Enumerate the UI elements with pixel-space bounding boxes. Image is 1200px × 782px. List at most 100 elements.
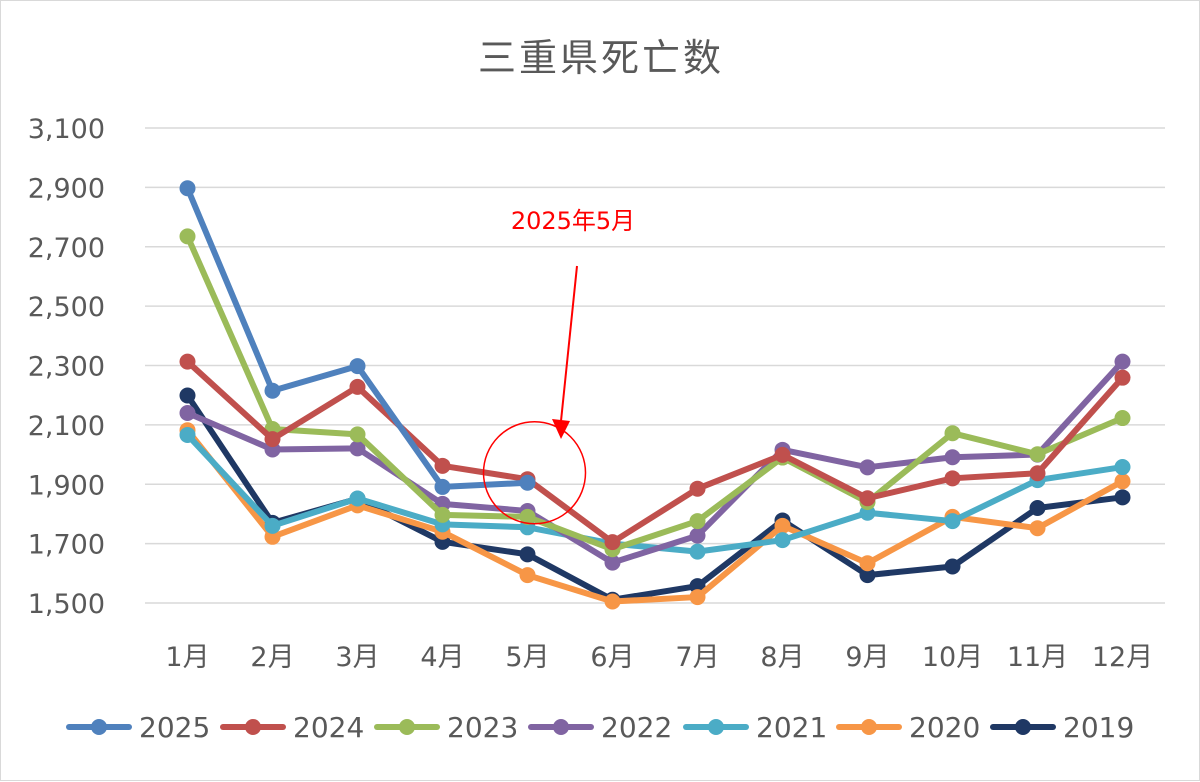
- data-point-2022: [349, 440, 366, 457]
- series-line-2024: [184, 358, 1126, 546]
- x-tick-label: 4月: [420, 642, 464, 673]
- series-line-2022: [184, 358, 1126, 566]
- x-tick-label: 12月: [1092, 642, 1153, 673]
- data-point-2025: [519, 474, 536, 491]
- legend-item-2020: 2020: [836, 711, 980, 744]
- data-point-2020: [859, 555, 876, 572]
- y-tick-label: 3,100: [28, 114, 105, 145]
- data-point-2024: [944, 470, 961, 487]
- data-point-2024: [349, 378, 366, 395]
- legend-label: 2020: [909, 711, 980, 744]
- legend-label: 2025: [139, 711, 210, 744]
- data-point-2020: [774, 517, 791, 534]
- data-point-2020: [519, 567, 536, 584]
- data-point-2023: [1029, 446, 1046, 463]
- data-point-2019: [179, 387, 196, 404]
- data-point-2024: [179, 353, 196, 370]
- data-point-2024: [774, 446, 791, 463]
- x-tick-label: 8月: [760, 642, 804, 673]
- data-point-2022: [1114, 353, 1131, 370]
- data-point-2022: [604, 554, 621, 571]
- data-point-2020: [689, 589, 706, 606]
- legend-swatch-marker: [1015, 719, 1031, 735]
- data-point-2023: [944, 425, 961, 442]
- data-point-2019: [944, 558, 961, 575]
- series-2025: [179, 180, 536, 495]
- data-point-2024: [604, 534, 621, 551]
- data-point-2023: [1114, 410, 1131, 427]
- data-point-2024: [689, 480, 706, 497]
- series-line-2023: [184, 233, 1126, 553]
- annotation-arrow: [560, 265, 578, 422]
- data-point-2025: [434, 478, 451, 495]
- annotation: 2025年5月: [482, 207, 635, 525]
- data-point-2021: [264, 517, 281, 534]
- legend-item-2023: 2023: [374, 711, 518, 744]
- y-tick-label: 2,300: [28, 352, 105, 383]
- legend-item-2024: 2024: [220, 711, 364, 744]
- series-line-2020: [184, 427, 1126, 605]
- legend-swatch-marker: [399, 719, 415, 735]
- legend-swatch-marker: [861, 719, 877, 735]
- data-point-2021: [944, 513, 961, 530]
- legend: 2025 2024 2023 2022 2021 2020 2019: [66, 711, 1134, 744]
- data-point-2023: [434, 506, 451, 523]
- legend-label: 2021: [756, 711, 827, 744]
- data-point-2024: [1029, 465, 1046, 482]
- data-point-2020: [1114, 473, 1131, 490]
- y-tick-label: 2,900: [28, 173, 105, 204]
- data-point-2024: [1114, 369, 1131, 386]
- x-tick-label: 3月: [335, 642, 379, 673]
- data-point-2022: [689, 527, 706, 544]
- x-tick-label: 6月: [590, 642, 634, 673]
- data-point-2022: [179, 405, 196, 421]
- data-point-2024: [264, 431, 281, 448]
- data-point-2021: [689, 543, 706, 560]
- legend-swatch-marker: [708, 719, 724, 735]
- data-point-2021: [179, 426, 196, 443]
- x-tick-label: 9月: [845, 642, 889, 673]
- data-point-2019: [1029, 500, 1046, 516]
- x-tick-label: 1月: [165, 642, 209, 673]
- data-point-2024: [859, 490, 876, 507]
- series-2019: [179, 387, 1131, 608]
- data-point-2021: [349, 490, 366, 507]
- annotation-arrowhead: [552, 419, 570, 439]
- x-tick-label: 5月: [505, 642, 549, 673]
- data-point-2025: [349, 358, 366, 375]
- data-point-2023: [689, 513, 706, 530]
- data-point-2019: [1114, 489, 1131, 506]
- data-point-2022: [859, 459, 876, 476]
- x-tick-label: 2月: [250, 642, 294, 673]
- data-point-2024: [434, 457, 451, 474]
- data-point-2023: [179, 228, 196, 245]
- legend-swatch-marker: [245, 719, 261, 735]
- data-point-2019: [519, 546, 536, 563]
- annotation-circle: [482, 421, 587, 525]
- legend-item-2021: 2021: [683, 711, 827, 744]
- x-tick-label: 11月: [1007, 642, 1068, 673]
- y-tick-label: 1,500: [28, 589, 105, 620]
- data-point-2019: [859, 567, 876, 584]
- gridlines: [145, 127, 1165, 604]
- y-tick-label: 2,700: [28, 233, 105, 264]
- data-point-2023: [519, 508, 536, 525]
- y-tick-label: 1,700: [28, 530, 105, 561]
- legend-swatch-marker: [553, 719, 569, 735]
- legend-label: 2022: [601, 711, 672, 744]
- data-point-2025: [264, 382, 281, 399]
- legend-item-2019: 2019: [990, 711, 1134, 744]
- legend-label: 2023: [447, 711, 518, 744]
- legend-swatch-marker: [91, 719, 107, 735]
- data-point-2023: [349, 426, 366, 443]
- series-lines: [179, 180, 1131, 610]
- legend-label: 2019: [1063, 711, 1134, 744]
- data-point-2020: [604, 593, 621, 610]
- y-tick-label: 2,100: [28, 411, 105, 442]
- annotation-label: 2025年5月: [511, 207, 635, 235]
- data-point-2021: [774, 532, 791, 549]
- series-2024: [179, 353, 1131, 551]
- y-tick-label: 2,500: [28, 292, 105, 323]
